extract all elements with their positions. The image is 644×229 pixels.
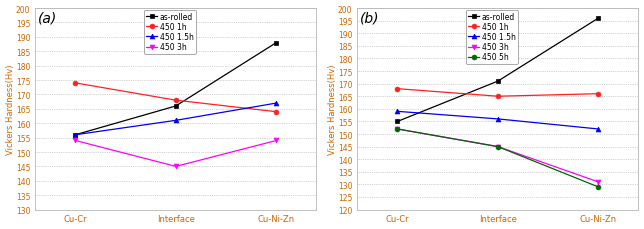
450 3h [594,181,602,183]
as-rolled [71,134,79,136]
450 1.5h [494,118,502,121]
Line: 450 1h: 450 1h [73,81,279,115]
450 1.5h [172,120,180,122]
Legend: as-rolled, 450 1h, 450 1.5h, 450 3h: as-rolled, 450 1h, 450 1.5h, 450 3h [144,11,196,54]
Y-axis label: Vickers Hardness(Hv): Vickers Hardness(Hv) [328,64,337,154]
450 1h [172,99,180,102]
as-rolled [494,80,502,83]
450 1.5h [71,134,79,136]
as-rolled [172,105,180,108]
Line: as-rolled: as-rolled [395,17,601,124]
Y-axis label: Vickers Hardness(Hv): Vickers Hardness(Hv) [6,64,15,154]
Line: as-rolled: as-rolled [73,41,279,138]
450 5h [594,186,602,188]
Line: 450 1.5h: 450 1.5h [73,101,279,138]
450 5h [494,146,502,148]
450 3h [393,128,401,131]
Line: 450 1h: 450 1h [395,87,601,99]
450 1h [272,111,280,114]
Text: (a): (a) [38,11,57,25]
450 3h [494,146,502,148]
450 1h [393,88,401,91]
as-rolled [594,18,602,20]
450 1h [494,95,502,98]
as-rolled [393,120,401,123]
450 1h [594,93,602,96]
450 3h [172,165,180,168]
450 5h [393,128,401,131]
450 3h [71,139,79,142]
as-rolled [272,42,280,45]
Line: 450 3h: 450 3h [73,139,279,169]
450 1.5h [594,128,602,131]
450 1h [71,82,79,85]
450 1.5h [393,110,401,113]
Line: 450 3h: 450 3h [395,127,601,185]
Line: 450 1.5h: 450 1.5h [395,109,601,132]
Text: (b): (b) [360,11,379,25]
450 1.5h [272,102,280,105]
Line: 450 5h: 450 5h [395,127,601,190]
450 3h [272,139,280,142]
Legend: as-rolled, 450 1h, 450 1.5h, 450 3h, 450 5h: as-rolled, 450 1h, 450 1.5h, 450 3h, 450… [466,11,518,65]
